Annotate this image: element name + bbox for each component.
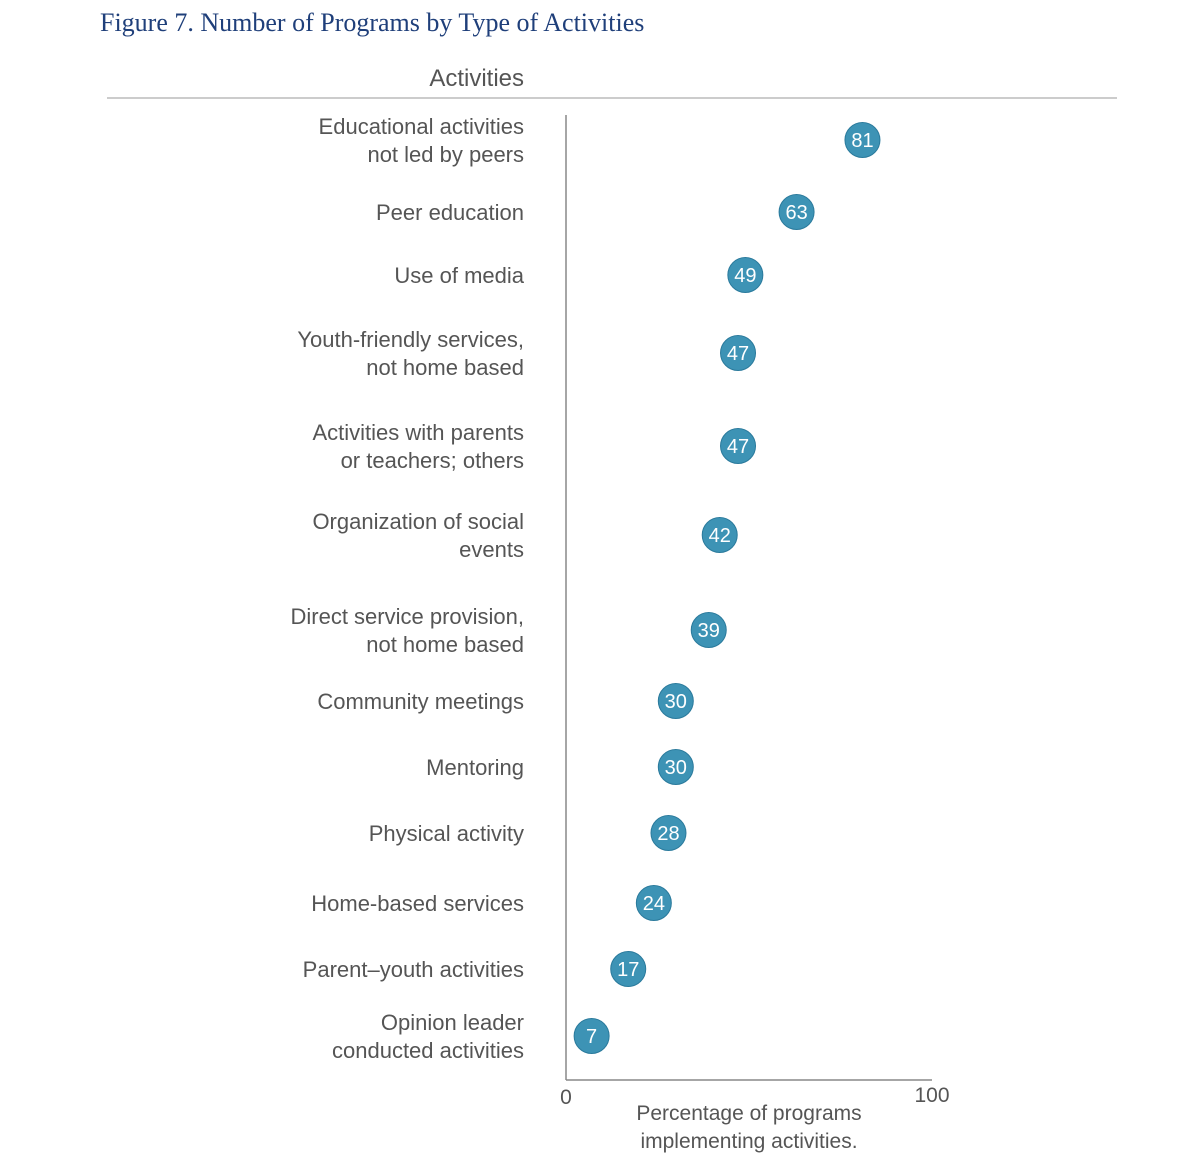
data-point [720,428,757,464]
category-label: Community meetings [317,689,524,714]
data-point [650,815,687,851]
data-label: 63 [785,202,807,224]
data-label: 30 [665,691,687,713]
data-label: 42 [709,525,731,547]
data-point [690,612,727,648]
data-label: 17 [617,959,639,981]
data-point [727,257,764,293]
category-label: Use of media [394,263,524,288]
category-label: Direct service provision, [290,604,524,629]
figure-title: Figure 7. Number of Programs by Type of … [100,8,645,37]
x-tick-label: 100 [914,1084,949,1107]
data-point [778,194,815,230]
data-point [844,122,881,158]
data-label: 28 [657,823,679,845]
data-point [610,951,647,987]
x-tick-label: 0 [560,1086,572,1109]
category-label: Organization of social [312,509,524,534]
data-point [635,885,672,921]
data-label: 49 [734,265,756,287]
category-label: Home-based services [311,891,524,916]
category-label: Activities with parents [312,420,524,445]
category-label: Opinion leader [381,1010,524,1035]
data-point [701,517,738,553]
data-label: 30 [665,757,687,779]
data-point [573,1018,610,1054]
data-label: 47 [727,436,749,458]
data-label: 47 [727,343,749,365]
data-label: 81 [851,130,873,152]
category-label: not home based [366,355,524,380]
category-label: Mentoring [426,755,524,780]
category-label: not led by peers [367,142,524,167]
category-label: Educational activities [319,114,524,139]
category-label: events [459,537,524,562]
category-label: not home based [366,632,524,657]
data-label: 39 [698,620,720,642]
data-point [657,683,694,719]
data-point [657,749,694,785]
data-point [720,335,757,371]
x-axis-label: implementing activities. [640,1130,857,1153]
category-label: or teachers; others [341,448,524,473]
category-label: Youth-friendly services, [297,327,524,352]
data-label: 24 [643,893,665,915]
data-label: 7 [586,1026,597,1048]
category-axis-header: Activities [429,65,524,92]
category-label: Parent–youth activities [303,957,524,982]
category-label: Physical activity [369,821,524,846]
x-axis-label: Percentage of programs [636,1102,861,1125]
category-label: Peer education [376,200,524,225]
category-label: conducted activities [332,1038,524,1063]
